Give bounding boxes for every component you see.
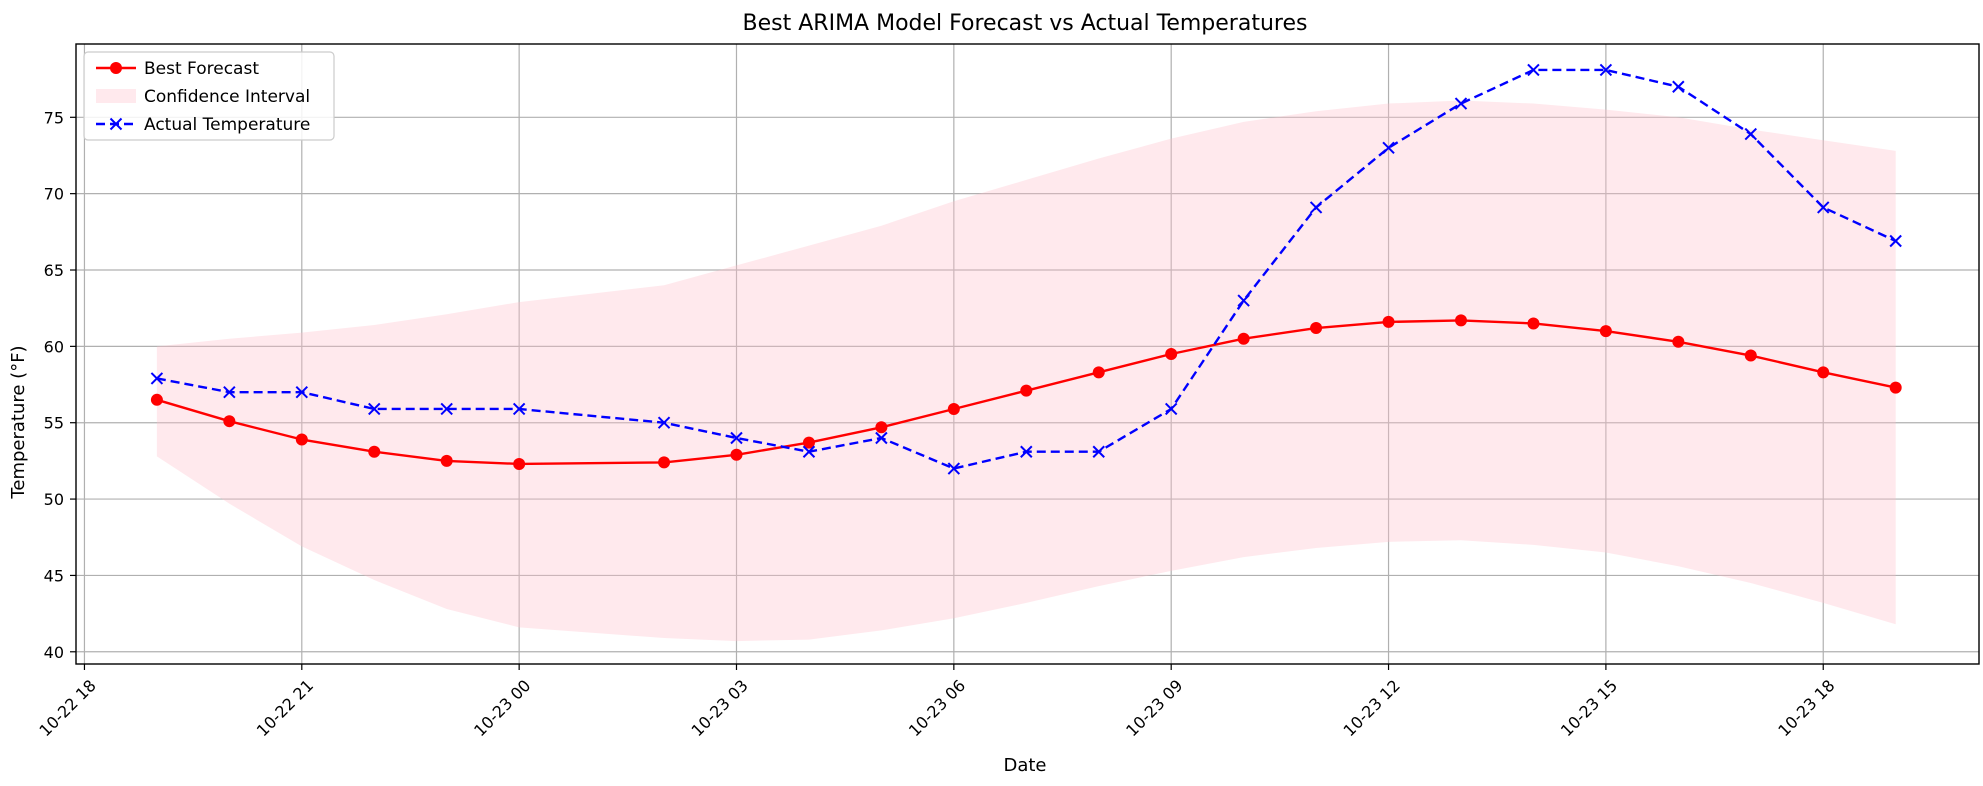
forecast-point (1092, 366, 1105, 379)
y-tick-label: 50 (44, 490, 64, 509)
actual-temperature-line (156, 68, 1897, 470)
actual-point (512, 402, 526, 416)
actual-point (1020, 445, 1033, 458)
chart-title: Best ARIMA Model Forecast vs Actual Temp… (743, 11, 1308, 36)
actual-point (947, 462, 961, 475)
forecast-point (1020, 384, 1033, 397)
actual-point (1382, 141, 1395, 155)
actual-point (295, 385, 309, 399)
y-axis-label: Temperature (°F) (8, 345, 29, 499)
actual-point (657, 416, 671, 429)
actual-point (150, 372, 164, 385)
confidence-interval-band (156, 100, 1896, 642)
forecast-point (223, 415, 236, 428)
forecast-point (513, 457, 526, 470)
actual-point (875, 431, 888, 445)
y-tick-label: 70 (44, 185, 64, 204)
legend-box (83, 51, 335, 141)
forecast-point (1454, 314, 1467, 327)
forecast-point (1599, 325, 1612, 338)
legend-swatch-confidence-interval (96, 89, 136, 103)
forecast-point (1237, 332, 1250, 345)
actual-point (802, 445, 816, 458)
actual-point (1744, 127, 1757, 141)
forecast-point (1527, 317, 1540, 330)
y-tick-label: 75 (44, 108, 64, 127)
legend-marker-circle (110, 62, 122, 74)
axes-frame (75, 43, 1980, 665)
actual-point (1092, 445, 1105, 458)
y-tick-label: 45 (44, 566, 64, 585)
forecast-point (658, 456, 671, 469)
forecast-point (947, 402, 960, 415)
forecast-point (1310, 322, 1323, 335)
forecast-point (150, 393, 163, 406)
forecast-point (730, 448, 743, 461)
legend-label: Confidence Interval (144, 87, 310, 107)
forecast-point (1672, 335, 1685, 348)
actual-point (1309, 201, 1323, 214)
forecast-point (1382, 315, 1395, 328)
x-axis-label: Date (1003, 755, 1046, 776)
legend-marker-x (109, 117, 123, 131)
actual-point (1237, 294, 1250, 307)
actual-point (1164, 402, 1178, 416)
forecast-point (802, 436, 815, 449)
actual-point (1889, 234, 1902, 248)
forecast-point (1889, 381, 1902, 394)
actual-point (368, 402, 381, 416)
forecast-point (1817, 366, 1830, 379)
y-tick-label: 55 (44, 414, 64, 433)
best-forecast-line (156, 319, 1896, 466)
forecast-point (1744, 349, 1757, 362)
forecast-point (440, 454, 453, 467)
forecast-point (875, 421, 888, 434)
legend: Best Forecast Confidence Interval Actual T… (83, 51, 335, 141)
actual-point (1817, 201, 1830, 214)
y-tick-label: 60 (44, 337, 64, 356)
legend-label: Best Forecast (144, 59, 259, 79)
forecast-point (1165, 348, 1178, 360)
actual-point (440, 402, 453, 416)
forecast-point (368, 445, 381, 458)
y-tick-label: 65 (44, 261, 64, 280)
actual-point (1527, 63, 1540, 77)
actual-point (223, 385, 236, 399)
y-tick-label: 40 (44, 643, 64, 662)
actual-point (730, 431, 743, 445)
actual-point (1599, 63, 1613, 77)
actual-point (1672, 80, 1685, 93)
actual-point (1454, 97, 1468, 110)
forecast-point (295, 433, 308, 446)
legend-label: Actual Temperature (144, 115, 310, 135)
